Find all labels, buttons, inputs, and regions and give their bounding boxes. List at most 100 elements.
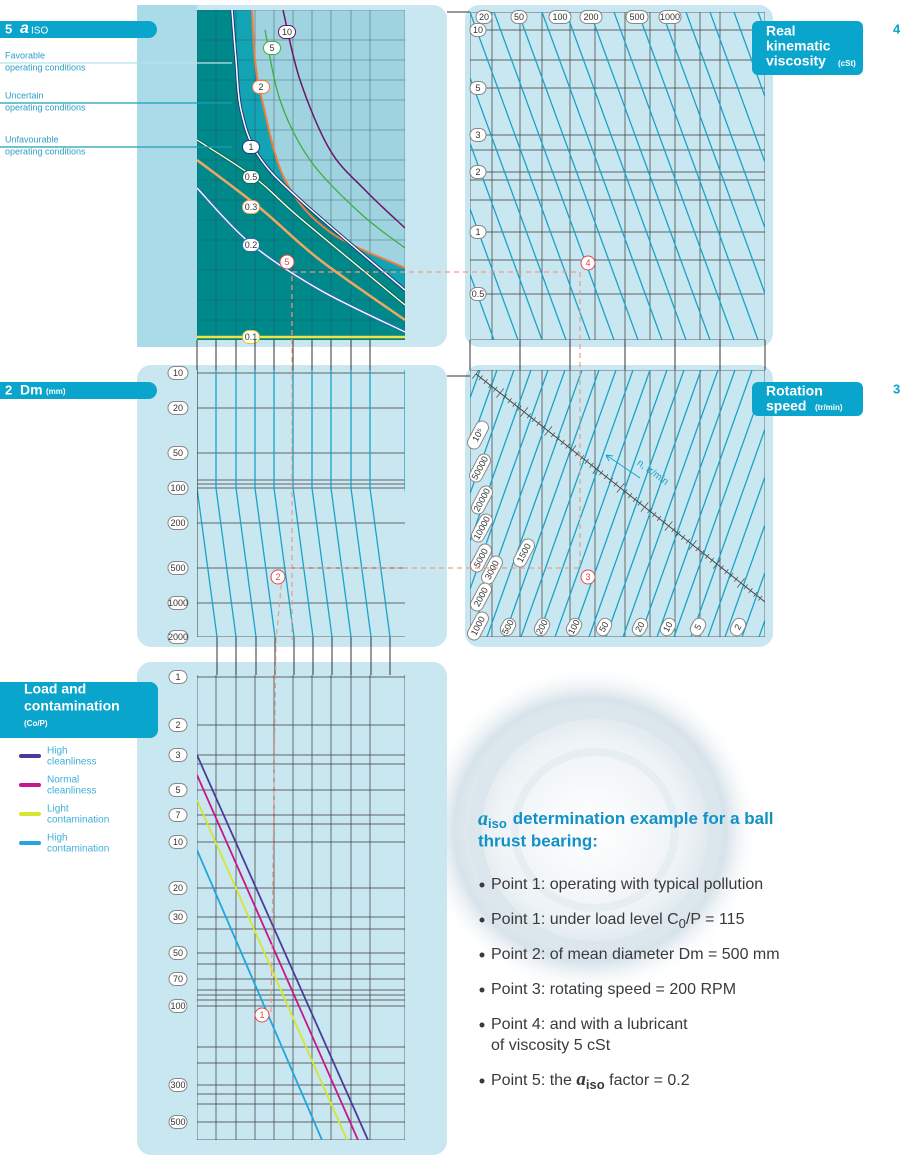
diameter-label: 500 xyxy=(167,561,189,575)
scale-tick xyxy=(664,521,673,531)
scale-tick xyxy=(656,515,662,521)
load-label-frame xyxy=(168,972,188,986)
scale-tick xyxy=(502,394,508,400)
legend-text: cleanliness xyxy=(47,786,96,797)
speed-line xyxy=(741,570,765,637)
scale-tick xyxy=(705,553,710,559)
panel-5-grid xyxy=(197,10,405,340)
scale-tick xyxy=(632,496,638,502)
diameter-line xyxy=(292,370,314,637)
diameter-line xyxy=(330,370,352,637)
curve-label-frame xyxy=(252,80,270,94)
curve-label: 0.3 xyxy=(242,200,260,214)
load-label: 100 xyxy=(168,999,188,1013)
load-label-frame xyxy=(168,910,188,924)
scale-tick xyxy=(700,550,705,556)
diameter-label: 2000 xyxy=(167,630,189,644)
scale-tick xyxy=(729,572,734,578)
scale-tick xyxy=(536,420,541,426)
scale-tick xyxy=(652,512,657,518)
viscosity-left-label-text: 2 xyxy=(475,167,480,177)
speed-scale-label-frame xyxy=(513,538,535,568)
diameter-label: 100 xyxy=(167,481,189,495)
bullet-text: Point 2: of mean diameter Dm = 500 mm xyxy=(491,946,780,963)
load-label-text: 50 xyxy=(173,948,183,958)
panel-1-bg xyxy=(137,662,447,1155)
diameter-label-text: 50 xyxy=(173,448,183,458)
diameter-label-text: 500 xyxy=(170,563,185,573)
panel-title: Rotation xyxy=(766,383,823,399)
scale-tick xyxy=(627,493,633,499)
legend-title: Uncertain xyxy=(5,90,44,100)
panel-tag xyxy=(752,21,863,75)
load-label-frame xyxy=(168,835,188,849)
contamination-line xyxy=(197,774,359,1140)
scale-tick xyxy=(544,426,553,436)
speed-bottom-label-frame xyxy=(729,617,747,637)
speed-scale-label: 10⁵ xyxy=(467,420,489,450)
diameter-line xyxy=(235,370,257,637)
viscosity-line xyxy=(517,12,639,340)
scale-tick xyxy=(541,424,546,430)
speed-scale-label: 5000 xyxy=(470,543,492,573)
legend-title: Favorable xyxy=(5,50,45,60)
viscosity-line xyxy=(661,12,765,296)
speed-bottom-label: 50 xyxy=(595,617,613,637)
diameter-label-text: 1000 xyxy=(168,598,188,608)
panel-number: 3 xyxy=(893,381,900,396)
text: factor = 0.2 xyxy=(605,1072,690,1089)
diameter-label-frame xyxy=(167,596,189,610)
scale-tick xyxy=(724,569,729,575)
viscosity-left-label-frame xyxy=(469,225,487,239)
contamination-line xyxy=(197,754,369,1140)
curve-label-frame xyxy=(263,41,281,55)
sub: 0 xyxy=(679,916,686,931)
symbol: a xyxy=(478,808,488,830)
speed-line xyxy=(656,370,753,637)
viscosity-left-label-frame xyxy=(469,128,487,142)
speed-line xyxy=(537,370,634,637)
curve-label-frame xyxy=(278,25,296,39)
load-label-text: 500 xyxy=(170,1117,185,1127)
zone-unfavourable xyxy=(197,10,405,340)
panel-title: viscosity xyxy=(766,53,826,69)
viscosity-left-label-frame xyxy=(469,165,487,179)
scale-tick xyxy=(640,502,649,512)
viscosity-top-label-text: 500 xyxy=(629,12,644,22)
legend-subtitle: operating conditions xyxy=(5,146,86,156)
aiso-curve xyxy=(197,159,405,322)
speed-line xyxy=(588,370,685,637)
curve-label-text: 2 xyxy=(258,82,263,92)
curve-label: 2 xyxy=(252,80,270,94)
scale-tick xyxy=(695,546,700,552)
scale-tick xyxy=(709,557,715,563)
aiso-curve xyxy=(197,187,405,333)
curve-label-text: 0.1 xyxy=(245,332,258,342)
viscosity-line xyxy=(709,12,765,165)
point-marker xyxy=(254,1007,270,1023)
scale-tick xyxy=(520,407,529,417)
contamination-line xyxy=(197,849,323,1140)
speed-bottom-label-text: 5 xyxy=(692,622,703,631)
example: aiso determination example for a ball thr… xyxy=(478,808,780,1093)
load-label: 70 xyxy=(168,972,188,986)
load-label-frame xyxy=(168,1115,188,1129)
curve-label-text: 0.2 xyxy=(245,240,258,250)
point-label: 3 xyxy=(585,572,590,582)
speed-scale-label-frame xyxy=(467,420,489,450)
panel-number: 2 xyxy=(5,382,12,397)
viscosity-line xyxy=(541,12,663,340)
bullet-text: Point 3: rotating speed = 200 RPM xyxy=(491,981,736,998)
speed-scale-label-frame xyxy=(467,611,489,641)
viscosity-left-label-text: 1 xyxy=(475,227,480,237)
diameter-label: 200 xyxy=(167,516,189,530)
scale-tick xyxy=(748,588,753,594)
diameter-label-text: 2000 xyxy=(168,632,188,642)
viscosity-line xyxy=(613,12,735,340)
viscosity-line xyxy=(470,272,495,340)
viscosity-left-label: 2 xyxy=(469,165,487,179)
viscosity-line xyxy=(493,12,615,340)
load-label-text: 1 xyxy=(175,672,180,682)
bullet xyxy=(479,882,485,888)
speed-bottom-label-text: 20 xyxy=(633,620,647,634)
